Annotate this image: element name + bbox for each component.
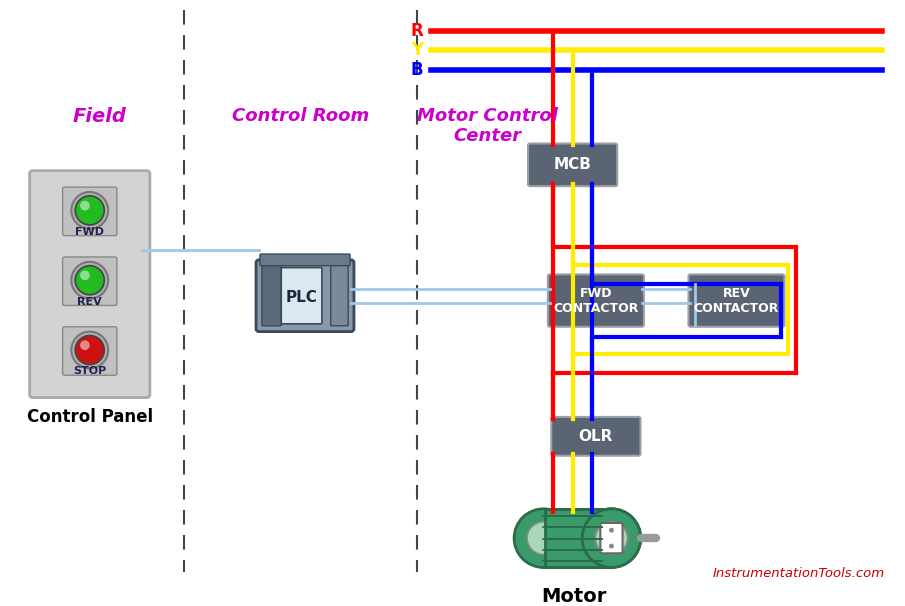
Circle shape [80,341,90,350]
Text: R: R [411,22,424,40]
Text: Motor Control
Center: Motor Control Center [417,107,557,145]
FancyBboxPatch shape [551,417,641,456]
Text: PLC: PLC [286,290,318,305]
Circle shape [609,544,614,548]
Text: B: B [411,61,424,79]
FancyBboxPatch shape [689,275,785,327]
Circle shape [80,201,90,210]
Circle shape [75,265,104,295]
Circle shape [75,196,104,225]
Circle shape [609,528,614,533]
Polygon shape [543,509,612,567]
FancyBboxPatch shape [600,523,623,553]
Circle shape [71,262,109,299]
Circle shape [80,270,90,280]
FancyBboxPatch shape [62,327,117,375]
Circle shape [582,509,641,567]
FancyBboxPatch shape [548,275,643,327]
Circle shape [75,336,104,365]
Polygon shape [546,509,612,567]
Text: Field: Field [72,107,127,126]
Circle shape [609,544,614,548]
FancyBboxPatch shape [600,523,623,553]
Text: Control Room: Control Room [232,107,368,125]
FancyBboxPatch shape [256,260,354,331]
Circle shape [71,331,109,368]
Text: OLR: OLR [578,429,613,444]
FancyBboxPatch shape [30,171,150,398]
Circle shape [609,528,614,533]
Circle shape [527,522,559,554]
Text: STOP: STOP [73,367,107,376]
FancyBboxPatch shape [528,144,617,186]
Circle shape [582,509,641,567]
FancyBboxPatch shape [330,265,348,326]
Text: Motor: Motor [541,587,606,606]
Text: InstrumentationTools.com: InstrumentationTools.com [713,567,885,580]
Text: FWD
CONTACTOR: FWD CONTACTOR [553,287,639,315]
Text: REV: REV [77,296,102,307]
Text: Control Panel: Control Panel [26,408,153,426]
Text: FWD: FWD [75,227,104,237]
FancyBboxPatch shape [262,265,281,326]
Circle shape [595,522,628,554]
FancyBboxPatch shape [260,254,350,265]
Circle shape [514,509,573,567]
Circle shape [595,522,628,554]
FancyBboxPatch shape [281,268,322,324]
Text: MCB: MCB [554,158,592,172]
Text: Y: Y [411,41,424,59]
Text: REV
CONTACTOR: REV CONTACTOR [694,287,779,315]
FancyBboxPatch shape [62,257,117,305]
FancyBboxPatch shape [62,187,117,236]
Circle shape [71,192,109,229]
